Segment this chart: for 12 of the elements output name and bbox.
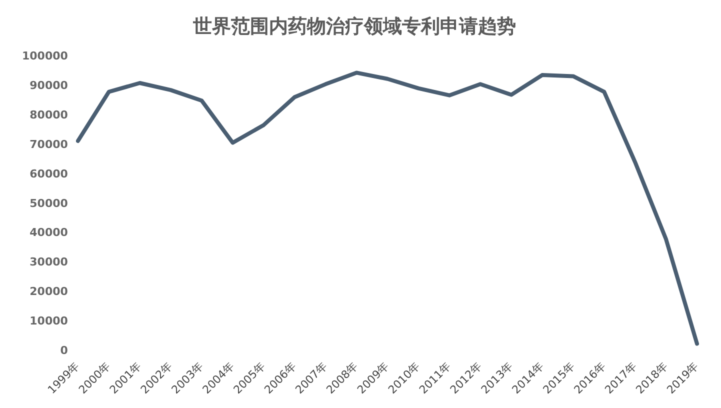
y-tick-label: 50000 — [30, 196, 68, 210]
y-tick-label: 20000 — [30, 285, 68, 298]
y-tick-label: 100000 — [22, 50, 68, 63]
y-tick-label: 60000 — [30, 167, 68, 180]
y-tick-label: 30000 — [30, 256, 68, 269]
y-tick-label: 90000 — [30, 79, 68, 92]
y-tick-label: 80000 — [30, 108, 68, 122]
y-tick-label: 10000 — [30, 314, 68, 328]
y-tick-label: 40000 — [30, 226, 68, 240]
y-tick-label: 0 — [60, 344, 68, 357]
chart-title: 世界范围内药物治疗领域专利申请趋势 — [192, 15, 516, 38]
y-tick-label: 70000 — [30, 138, 68, 151]
